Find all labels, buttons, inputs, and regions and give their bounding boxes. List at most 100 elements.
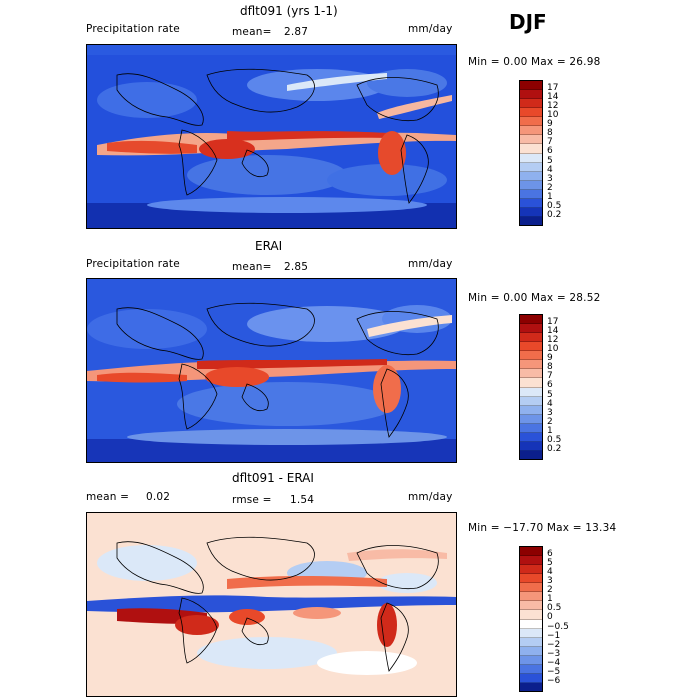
colorbar-tick-label: 6 xyxy=(547,549,553,559)
colorbar-tick-label: 14 xyxy=(547,326,559,337)
panel2-minmax: Min = 0.00 Max = 28.52 xyxy=(468,292,601,304)
colorbar-swatch xyxy=(520,682,542,691)
season-label: DJF xyxy=(509,10,547,34)
colorbar-swatch xyxy=(520,610,542,620)
colorbar-tick-label: 12 xyxy=(547,101,559,112)
colorbar-tick-label: 6 xyxy=(547,146,553,157)
colorbar-tick-label: 5 xyxy=(547,155,553,166)
colorbar-swatch xyxy=(520,189,542,199)
panel3-colorbar-labels: 6 5 4 3 2 1 0.5 0 −0.5 −1 −2 −3 −4 −5 −6 xyxy=(547,550,569,686)
colorbar-swatch xyxy=(520,207,542,217)
colorbar-swatch xyxy=(520,450,542,459)
colorbar-swatch xyxy=(520,81,542,91)
colorbar-tick-label: 2 xyxy=(547,585,553,596)
panel3-minmax: Min = −17.70 Max = 13.34 xyxy=(468,522,617,534)
colorbar-swatch xyxy=(520,162,542,172)
panel1-map xyxy=(86,44,457,229)
colorbar-tick-label: −6 xyxy=(547,675,561,686)
colorbar-swatch xyxy=(520,396,542,406)
colorbar-swatch xyxy=(520,574,542,584)
panel1-variable-label: Precipitation rate xyxy=(86,23,180,35)
panel1-units: mm/day xyxy=(408,23,453,35)
colorbar-swatch xyxy=(520,583,542,593)
colorbar-tick-label: −3 xyxy=(547,648,561,659)
panel2-title: ERAI xyxy=(255,239,283,253)
colorbar-tick-label: 3 xyxy=(547,173,553,184)
colorbar-tick-label: 0.5 xyxy=(547,200,562,211)
colorbar-tick-label: 4 xyxy=(547,164,553,175)
colorbar-swatch xyxy=(520,592,542,602)
colorbar-tick-label: −4 xyxy=(547,657,561,668)
colorbar-swatch xyxy=(520,360,542,370)
colorbar-swatch xyxy=(520,153,542,163)
colorbar-swatch xyxy=(520,441,542,451)
colorbar-tick-label: 9 xyxy=(547,119,553,130)
colorbar-swatch xyxy=(520,351,542,361)
colorbar-swatch xyxy=(520,601,542,611)
panel2-map xyxy=(86,278,457,463)
colorbar-swatch xyxy=(520,171,542,181)
panel1-mean-label: mean= xyxy=(232,26,272,38)
colorbar-tick-label: 0.5 xyxy=(547,434,562,445)
colorbar-tick-label: 7 xyxy=(547,371,553,382)
colorbar-swatch xyxy=(520,387,542,397)
colorbar-swatch xyxy=(520,423,542,433)
panel3-rmse-label: rmse = xyxy=(232,494,272,506)
colorbar-tick-label: 6 xyxy=(547,380,553,391)
colorbar-swatch xyxy=(520,198,542,208)
colorbar-tick-label: 3 xyxy=(547,576,553,587)
colorbar-tick-label: 1 xyxy=(547,594,553,605)
colorbar-swatch xyxy=(520,673,542,683)
colorbar-swatch xyxy=(520,664,542,674)
colorbar-tick-label: 7 xyxy=(547,137,553,148)
colorbar-swatch xyxy=(520,342,542,352)
panel2-colorbar xyxy=(519,314,543,460)
colorbar-tick-label: 17 xyxy=(547,317,559,327)
colorbar-swatch xyxy=(520,565,542,575)
colorbar-swatch xyxy=(520,414,542,424)
panel2-units: mm/day xyxy=(408,258,453,270)
colorbar-swatch xyxy=(520,216,542,225)
colorbar-swatch xyxy=(520,637,542,647)
colorbar-swatch xyxy=(520,628,542,638)
colorbar-tick-label: 14 xyxy=(547,92,559,103)
colorbar-tick-label: 8 xyxy=(547,362,553,373)
colorbar-tick-label: 0.5 xyxy=(547,603,562,614)
colorbar-swatch xyxy=(520,619,542,629)
panel2-colorbar-labels: 17 14 12 10 9 8 7 6 5 4 3 2 1 0.5 0.2 xyxy=(547,318,561,454)
panel1-minmax: Min = 0.00 Max = 26.98 xyxy=(468,56,601,68)
colorbar-tick-label: 17 xyxy=(547,83,559,93)
colorbar-tick-label: 3 xyxy=(547,407,553,418)
panel3-rmse-value: 1.54 xyxy=(290,494,315,506)
colorbar-tick-label: 10 xyxy=(547,344,559,355)
colorbar-tick-label: 0 xyxy=(547,612,553,623)
panel3-mean-label: mean = xyxy=(86,491,130,503)
colorbar-swatch xyxy=(520,378,542,388)
colorbar-swatch xyxy=(520,324,542,334)
panel3-units: mm/day xyxy=(408,491,453,503)
colorbar-tick-label: 10 xyxy=(547,110,559,121)
colorbar-tick-label: 4 xyxy=(547,567,553,578)
colorbar-tick-label: 5 xyxy=(547,389,553,400)
colorbar-swatch xyxy=(520,655,542,665)
panel3-mean-value: 0.02 xyxy=(146,491,171,503)
colorbar-tick-label: −2 xyxy=(547,639,561,650)
colorbar-swatch xyxy=(520,315,542,325)
colorbar-tick-label: 12 xyxy=(547,335,559,346)
colorbar-tick-label: 2 xyxy=(547,416,553,427)
panel1-title: dflt091 (yrs 1-1) xyxy=(240,4,338,18)
colorbar-tick-label: 1 xyxy=(547,191,553,202)
panel3-title: dflt091 - ERAI xyxy=(232,471,314,485)
colorbar-swatch xyxy=(520,126,542,136)
panel1-colorbar xyxy=(519,80,543,226)
colorbar-tick-label: 5 xyxy=(547,558,553,569)
colorbar-swatch xyxy=(520,369,542,379)
colorbar-swatch xyxy=(520,333,542,343)
colorbar-tick-label: 1 xyxy=(547,425,553,436)
colorbar-tick-label: −0.5 xyxy=(547,621,569,632)
panel3-colorbar xyxy=(519,546,543,692)
panel2-variable-label: Precipitation rate xyxy=(86,258,180,270)
colorbar-tick-label: 0.2 xyxy=(547,443,562,454)
panel3-map xyxy=(86,512,457,697)
colorbar-tick-label: 4 xyxy=(547,398,553,409)
